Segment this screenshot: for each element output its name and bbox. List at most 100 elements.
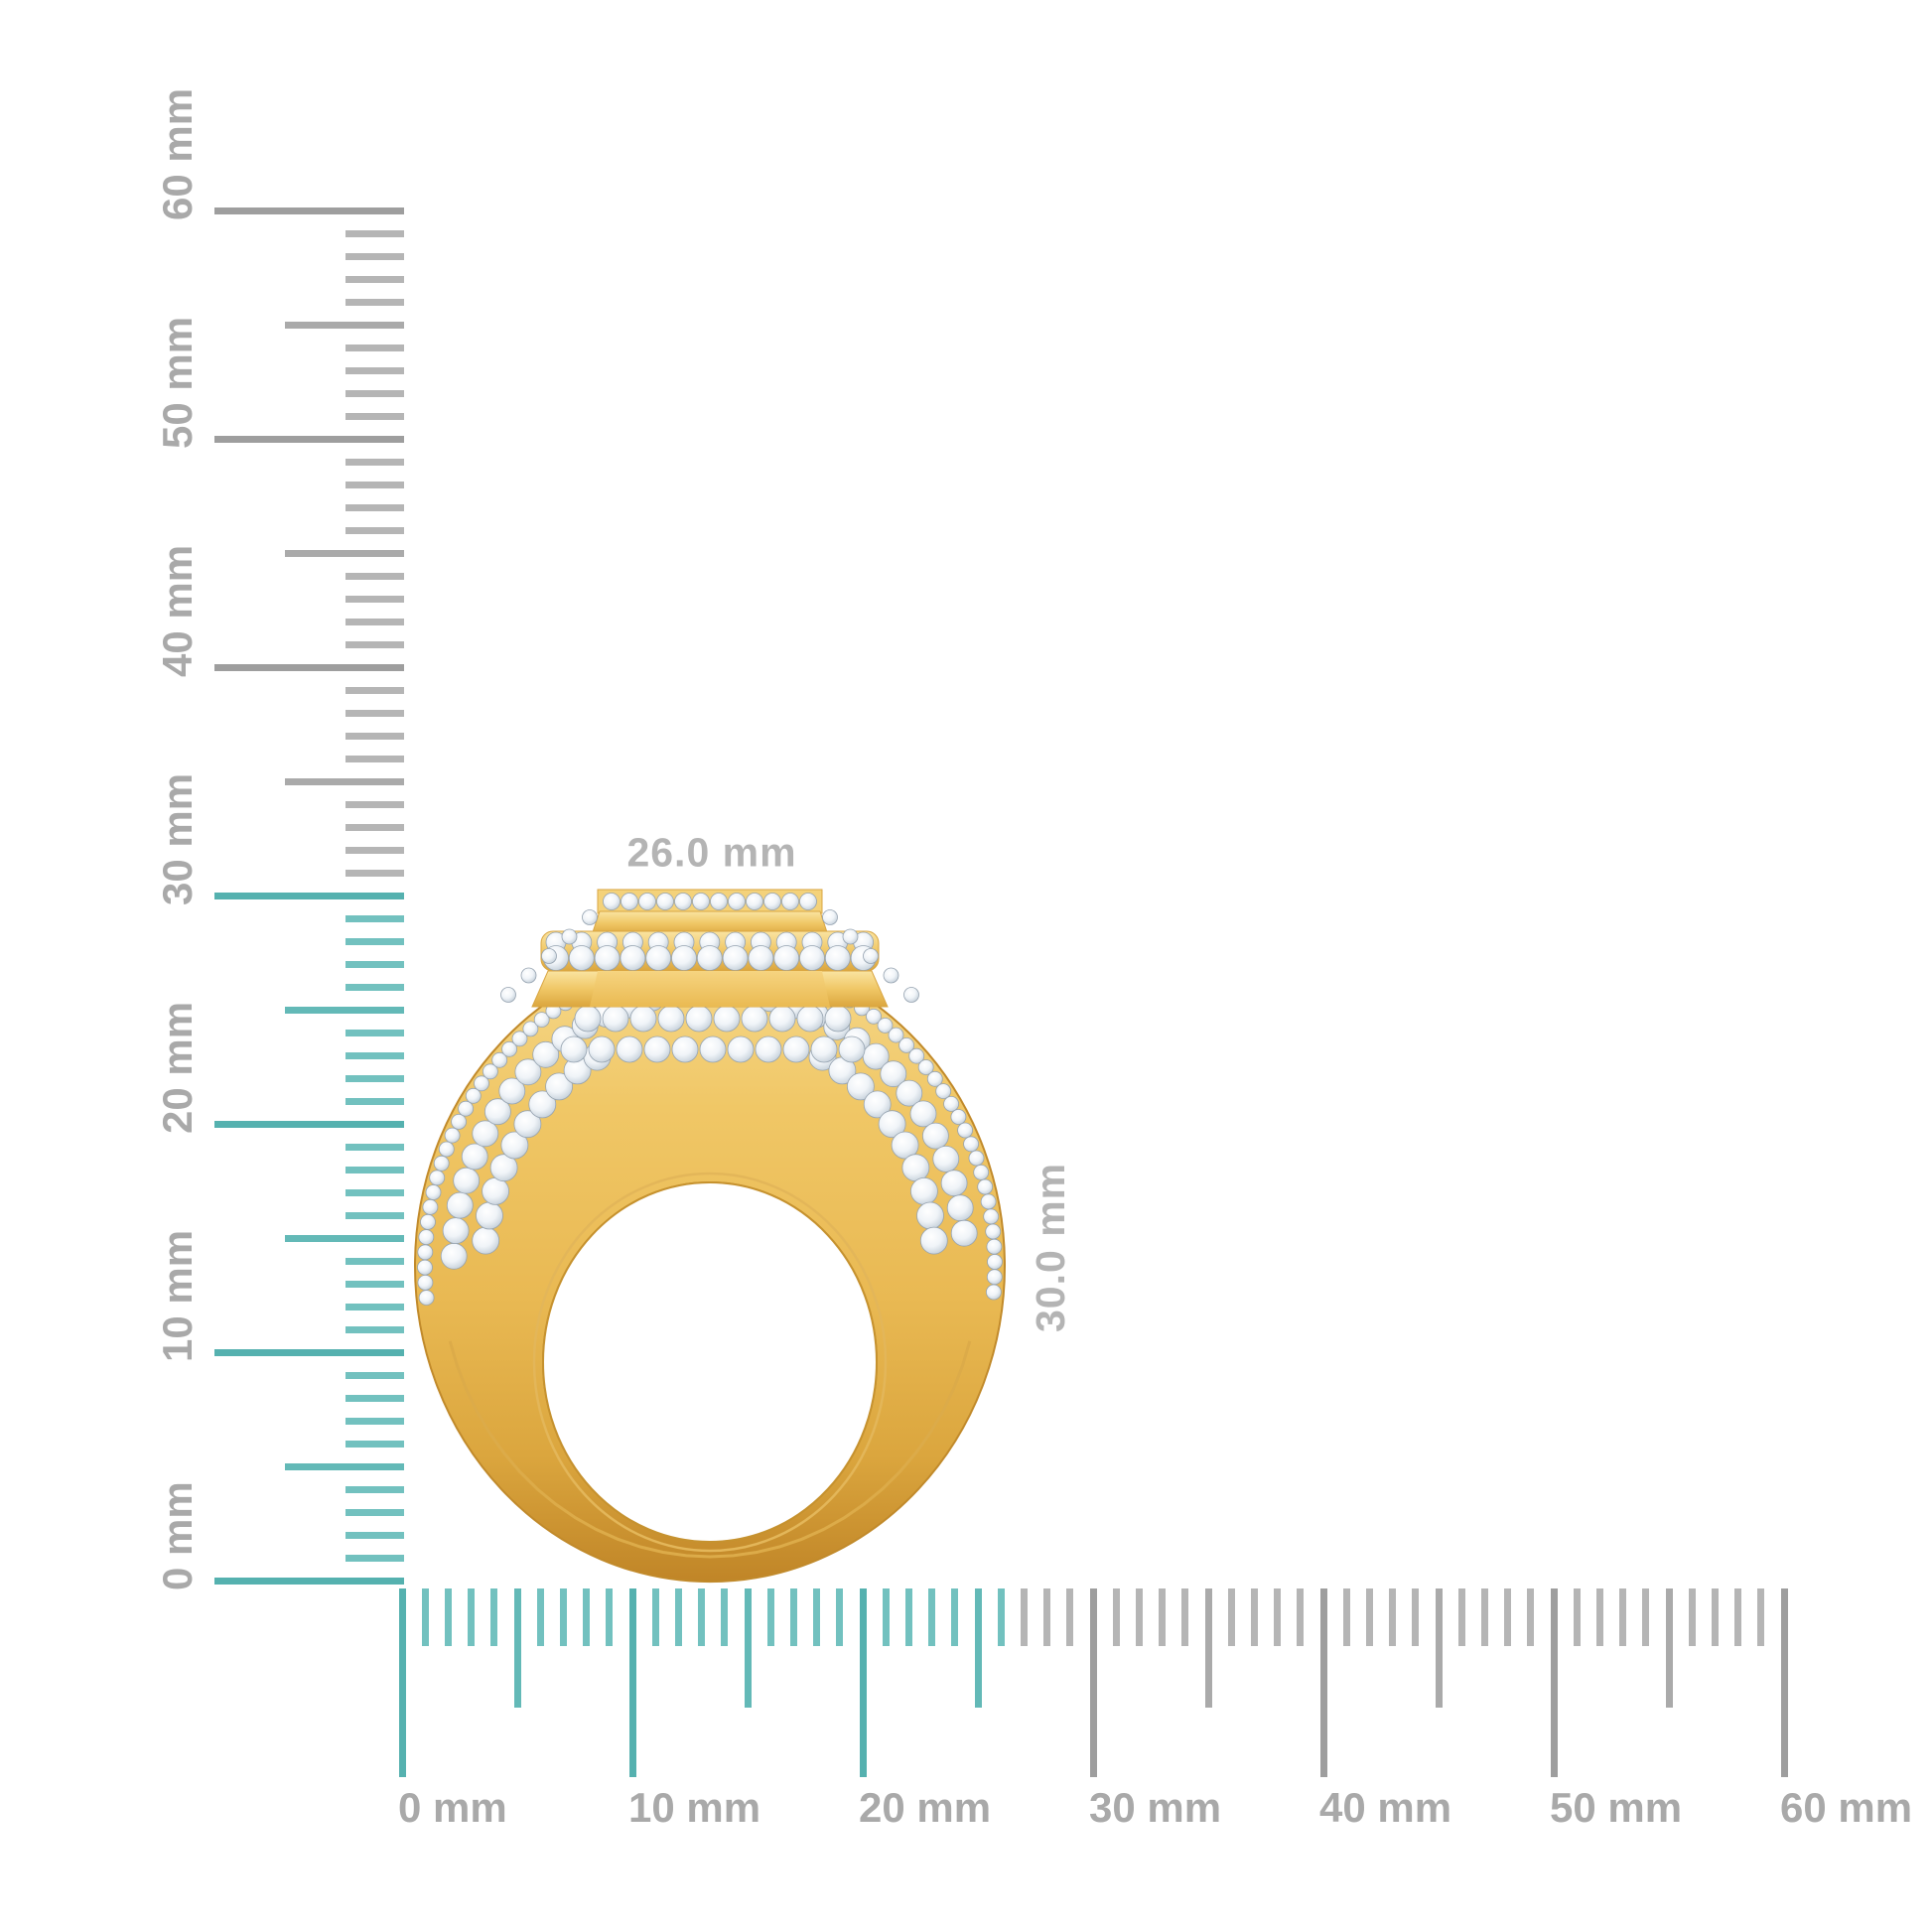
vertical-ruler-label: 30 mm [154, 772, 201, 905]
vertical-ruler-tick [345, 914, 404, 922]
horizontal-ruler-tick [1250, 1588, 1258, 1646]
vertical-ruler-tick [285, 1006, 404, 1014]
horizontal-ruler-tick [1342, 1588, 1350, 1646]
vertical-ruler-tick [345, 1029, 404, 1036]
horizontal-ruler-tick [536, 1588, 544, 1646]
horizontal-ruler-tick [789, 1588, 797, 1646]
horizontal-ruler-tick [1412, 1588, 1420, 1646]
horizontal-ruler-tick [974, 1588, 982, 1708]
horizontal-ruler-tick [583, 1588, 591, 1646]
vertical-ruler-tick [345, 389, 404, 397]
horizontal-ruler-tick [766, 1588, 774, 1646]
horizontal-ruler-tick [951, 1588, 959, 1646]
vertical-ruler-tick [345, 1325, 404, 1333]
vertical-ruler-tick [345, 526, 404, 534]
horizontal-ruler-tick [490, 1588, 498, 1646]
vertical-ruler-tick [345, 344, 404, 351]
horizontal-ruler-tick [1504, 1588, 1512, 1646]
horizontal-ruler-tick [559, 1588, 567, 1646]
horizontal-ruler-tick [744, 1588, 752, 1708]
horizontal-ruler-tick [444, 1588, 452, 1646]
vertical-ruler-tick [345, 1394, 404, 1402]
horizontal-ruler-tick [1573, 1588, 1581, 1646]
vertical-ruler-tick [214, 1120, 404, 1128]
vertical-ruler-tick [345, 572, 404, 580]
horizontal-ruler-tick [1734, 1588, 1742, 1646]
vertical-ruler-tick [345, 595, 404, 603]
vertical-ruler-tick [345, 686, 404, 694]
vertical-ruler-tick [345, 732, 404, 740]
horizontal-ruler-tick [721, 1588, 729, 1646]
horizontal-ruler-tick [1204, 1588, 1212, 1708]
vertical-ruler-tick [345, 618, 404, 625]
vertical-ruler-tick [345, 1280, 404, 1288]
vertical-ruler-tick [345, 1143, 404, 1151]
horizontal-ruler-tick [468, 1588, 476, 1646]
vertical-ruler-tick [285, 1234, 404, 1242]
vertical-ruler-tick [345, 481, 404, 488]
vertical-ruler-tick [345, 229, 404, 237]
vertical-ruler-tick [345, 823, 404, 831]
horizontal-ruler-tick [1227, 1588, 1235, 1646]
horizontal-ruler-label: 50 mm [1550, 1784, 1683, 1831]
vertical-ruler-tick [345, 1188, 404, 1196]
vertical-ruler-tick [214, 207, 404, 214]
vertical-ruler-tick [345, 709, 404, 717]
horizontal-ruler-tick [836, 1588, 844, 1646]
horizontal-ruler-tick [1595, 1588, 1603, 1646]
vertical-ruler-tick [345, 1554, 404, 1562]
horizontal-ruler-tick [628, 1588, 636, 1777]
head-plate [591, 910, 829, 936]
vertical-ruler-tick [345, 846, 404, 854]
vertical-ruler-tick [345, 1371, 404, 1379]
vertical-ruler-tick [214, 1577, 404, 1585]
vertical-ruler-tick [345, 1508, 404, 1516]
horizontal-ruler-tick [1274, 1588, 1282, 1646]
vertical-ruler-tick [345, 1303, 404, 1311]
vertical-ruler-label: 10 mm [154, 1229, 201, 1362]
vertical-ruler-tick [345, 1051, 404, 1059]
ring-head [500, 889, 919, 1008]
vertical-ruler-tick [345, 503, 404, 511]
head-plate-back [597, 889, 823, 914]
horizontal-ruler-tick [813, 1588, 821, 1646]
horizontal-ruler-tick [1550, 1588, 1558, 1777]
vertical-ruler-tick [214, 1348, 404, 1356]
horizontal-ruler-tick [674, 1588, 682, 1646]
vertical-ruler-tick [285, 549, 404, 557]
ring-band [413, 949, 1007, 1583]
horizontal-ruler-tick [1757, 1588, 1765, 1646]
vertical-ruler-tick [345, 960, 404, 968]
horizontal-ruler-tick [651, 1588, 659, 1646]
vertical-ruler-tick [285, 777, 404, 785]
vertical-ruler-tick [214, 435, 404, 443]
vertical-ruler-tick [345, 1531, 404, 1539]
horizontal-ruler-tick [1389, 1588, 1397, 1646]
horizontal-ruler-tick [1665, 1588, 1673, 1708]
vertical-ruler-tick [345, 1166, 404, 1173]
horizontal-ruler-tick [398, 1588, 406, 1777]
horizontal-ruler-tick [1527, 1588, 1535, 1646]
vertical-ruler-tick [345, 755, 404, 762]
horizontal-ruler-tick [1780, 1588, 1788, 1777]
vertical-ruler-tick [214, 663, 404, 671]
pave-diamonds [417, 953, 1003, 1306]
bezel-face [590, 971, 830, 1007]
halo-band [540, 930, 880, 972]
vertical-ruler-tick [345, 983, 404, 991]
horizontal-ruler-tick [1619, 1588, 1627, 1646]
horizontal-ruler-tick [1020, 1588, 1028, 1646]
vertical-ruler-tick [345, 1257, 404, 1265]
horizontal-ruler-label: 60 mm [1780, 1784, 1913, 1831]
vertical-ruler-tick [345, 298, 404, 306]
horizontal-ruler-label: 30 mm [1089, 1784, 1222, 1831]
vertical-ruler-tick [345, 412, 404, 420]
vertical-ruler-tick [345, 366, 404, 374]
horizontal-ruler-tick [1043, 1588, 1051, 1646]
vertical-ruler-tick [345, 800, 404, 808]
horizontal-ruler-tick [421, 1588, 429, 1646]
bezel-side [531, 970, 889, 1008]
vertical-ruler-tick [345, 275, 404, 283]
horizontal-ruler-tick [1066, 1588, 1074, 1646]
